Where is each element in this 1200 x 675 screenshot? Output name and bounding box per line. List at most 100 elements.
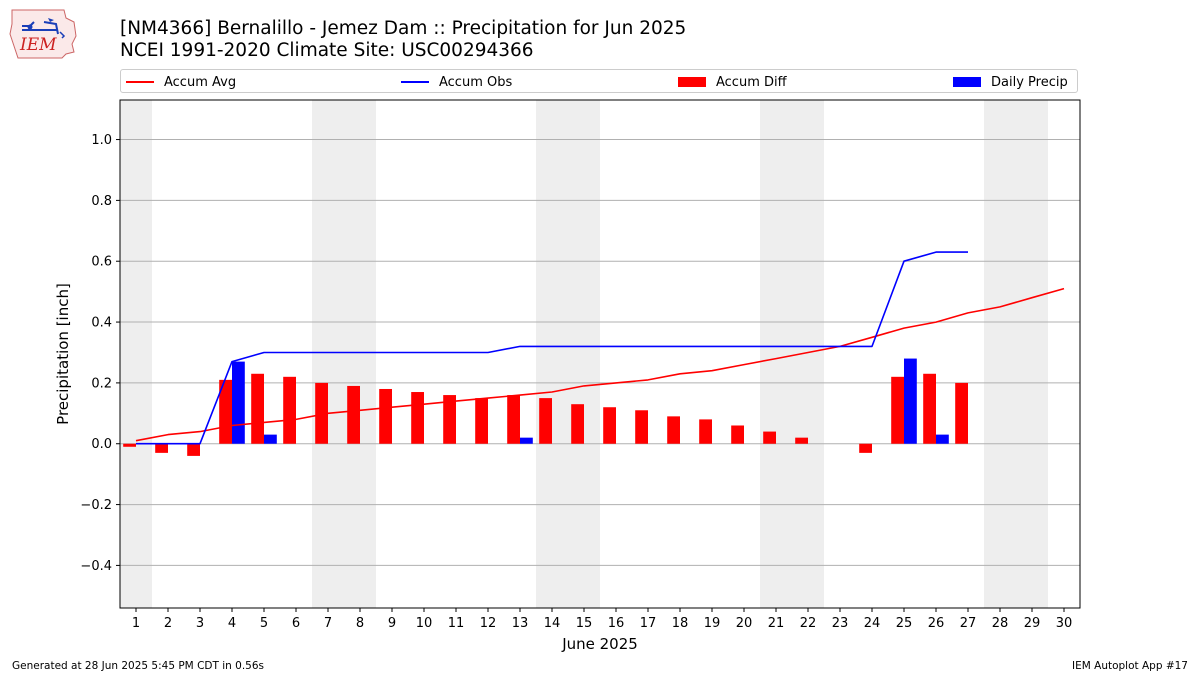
x-tick-label: 23	[832, 616, 849, 631]
x-tick-label: 20	[736, 616, 753, 631]
legend-item-daily-precip: Daily Precip	[953, 73, 1068, 91]
x-tick-label: 25	[896, 616, 913, 631]
legend-label-accum-avg: Accum Avg	[164, 74, 237, 90]
weekend-band	[344, 100, 376, 608]
x-tick-label: 22	[800, 616, 817, 631]
generated-timestamp: Generated at 28 Jun 2025 5:45 PM CDT in …	[12, 660, 265, 672]
daily-precip-bar	[520, 437, 533, 444]
x-tick-label: 13	[512, 616, 529, 631]
iem-logo: IEM	[8, 6, 80, 60]
x-tick-label: 11	[448, 616, 465, 631]
legend-label-accum-diff: Accum Diff	[716, 74, 787, 90]
y-tick-label: 0.2	[91, 376, 112, 391]
y-tick-label: −0.4	[80, 559, 112, 574]
weekend-band	[760, 100, 792, 608]
x-tick-label: 9	[388, 616, 396, 631]
accum-diff-bar	[251, 373, 264, 444]
y-tick-label: −0.2	[80, 498, 112, 513]
accum-diff-bar	[507, 395, 520, 444]
x-tick-label: 4	[228, 616, 236, 631]
x-tick-label: 29	[1024, 616, 1041, 631]
legend-swatch-daily-precip	[953, 77, 981, 87]
app-label: IEM Autoplot App #17	[1072, 660, 1188, 672]
x-tick-label: 15	[576, 616, 593, 631]
accum-diff-bar	[283, 376, 296, 444]
accum-diff-bar	[571, 404, 584, 444]
x-tick-label: 19	[704, 616, 721, 631]
x-axis-label: June 2025	[561, 635, 638, 653]
chart-title-block: [NM4366] Bernalillo - Jemez Dam :: Preci…	[120, 18, 686, 62]
x-tick-label: 16	[608, 616, 625, 631]
weekend-band	[536, 100, 568, 608]
accum-diff-bar	[603, 407, 616, 444]
y-tick-label: 1.0	[91, 133, 112, 148]
x-tick-label: 17	[640, 616, 657, 631]
accum-diff-bar	[379, 388, 392, 444]
accum-diff-bar	[891, 376, 904, 444]
daily-precip-bar	[232, 361, 245, 444]
daily-precip-bar	[936, 434, 949, 444]
accum-diff-bar	[411, 392, 424, 444]
x-tick-label: 6	[292, 616, 300, 631]
logo-text: IEM	[20, 35, 57, 55]
x-tick-label: 12	[480, 616, 497, 631]
y-tick-label: 0.0	[91, 437, 112, 452]
y-tick-label: 0.6	[91, 255, 112, 270]
accum-obs-line	[136, 251, 968, 445]
accum-diff-bar	[731, 425, 744, 444]
x-tick-label: 27	[960, 616, 977, 631]
x-tick-label: 18	[672, 616, 689, 631]
legend-swatch-accum-obs	[401, 81, 429, 83]
legend-item-accum-diff: Accum Diff	[678, 73, 787, 91]
accum-diff-bar	[315, 382, 328, 444]
y-axis-label: Precipitation [inch]	[54, 283, 72, 425]
x-tick-label: 24	[864, 616, 881, 631]
weekend-band	[312, 100, 344, 608]
accum-diff-bar	[923, 373, 936, 444]
weekend-band	[1016, 100, 1048, 608]
x-tick-label: 28	[992, 616, 1009, 631]
x-tick-label: 2	[164, 616, 172, 631]
accum-diff-bar	[187, 443, 200, 456]
accum-diff-bar	[859, 443, 872, 453]
accum-diff-bar	[443, 395, 456, 444]
accum-diff-bar	[123, 443, 136, 447]
plot-frame	[119, 99, 1081, 609]
x-tick-label: 26	[928, 616, 945, 631]
chart-title: [NM4366] Bernalillo - Jemez Dam :: Preci…	[120, 18, 687, 39]
accum-diff-bar	[155, 443, 168, 453]
legend-label-accum-obs: Accum Obs	[439, 74, 513, 90]
x-tick-label: 8	[356, 616, 364, 631]
x-tick-label: 1	[132, 616, 140, 631]
accum-diff-bar	[635, 410, 648, 444]
y-tick-label: 0.8	[91, 194, 112, 209]
accum-diff-bar	[763, 431, 776, 444]
legend-swatch-accum-avg	[126, 81, 154, 83]
weekend-band	[568, 100, 600, 608]
y-tick-label: 0.4	[91, 316, 112, 331]
daily-precip-bar	[264, 434, 277, 444]
x-tick-label: 30	[1056, 616, 1073, 631]
accum-diff-bar	[347, 385, 360, 444]
x-tick-label: 3	[196, 616, 204, 631]
chart-legend: Accum Avg Accum Obs Accum Diff Daily Pre…	[120, 69, 1078, 93]
daily-precip-bar	[904, 358, 917, 444]
accum-diff-bar	[955, 382, 968, 444]
x-tick-label: 5	[260, 616, 268, 631]
accum-diff-bar	[667, 416, 680, 444]
weekend-band	[120, 100, 152, 608]
accum-diff-bar	[699, 419, 712, 444]
accum-avg-line	[135, 287, 1065, 442]
legend-swatch-accum-diff	[678, 77, 706, 87]
accum-diff-bar	[539, 398, 552, 444]
x-tick-label: 10	[416, 616, 433, 631]
accum-diff-bar	[475, 398, 488, 444]
x-tick-label: 21	[768, 616, 785, 631]
chart-subtitle: NCEI 1991-2020 Climate Site: USC00294366	[120, 40, 534, 61]
legend-item-accum-avg: Accum Avg	[126, 73, 236, 91]
x-tick-label: 7	[324, 616, 332, 631]
legend-item-accum-obs: Accum Obs	[401, 73, 512, 91]
accum-diff-bar	[795, 437, 808, 444]
legend-label-daily-precip: Daily Precip	[991, 74, 1068, 90]
